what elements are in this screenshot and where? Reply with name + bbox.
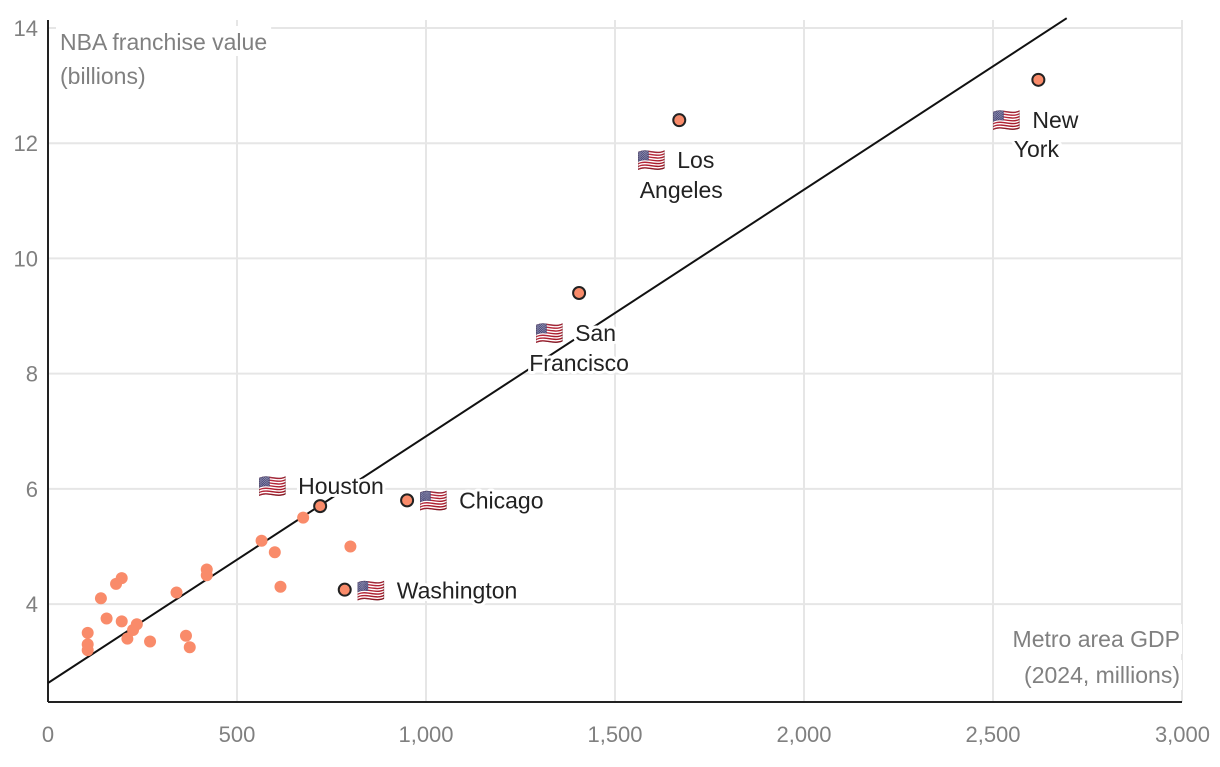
x-axis-title: (2024, millions) [1024,662,1180,688]
tick-labels: 0 500 1,000 1,500 2,000 2,500 3,000 4 6 8 10 12 14 [14,16,1210,747]
city-label-text: Houston [298,473,384,499]
city-label-los-angeles: 🇺🇸 Los Angeles [637,144,726,206]
city-label-washington: 🇺🇸 Washington [357,575,521,607]
highlight-point [572,285,587,300]
us-flag-icon: 🇺🇸 [535,320,564,346]
city-label-text: Los [677,147,714,173]
trend-line [47,17,1068,684]
city-label-text: Angeles [640,177,723,203]
highlight-point [400,493,415,508]
city-label-houston: 🇺🇸 Houston [258,470,387,502]
y-tick-label: 8 [26,362,38,387]
city-label-text: Washington [397,578,518,604]
x-axis-title-bg [1006,624,1182,654]
y-axis-title: NBA franchise value [60,29,267,55]
x-axis-title: Metro area GDP [1013,626,1180,652]
data-point [115,615,128,628]
data-point [115,572,128,585]
data-point [274,580,287,593]
data-point [344,540,357,553]
y-axis-title: (billions) [60,63,146,89]
city-label-text: New [1032,107,1078,133]
x-tick-label: 2,500 [965,722,1020,747]
highlight-point [313,499,328,514]
data-point [200,563,213,576]
y-tick-label: 12 [14,131,38,156]
x-tick-label: 1,000 [398,722,453,747]
x-tick-label: 500 [219,722,256,747]
data-point [255,534,268,547]
axes [47,20,1182,703]
city-label-text: San [575,320,616,346]
data-point [297,511,310,524]
city-label-san-francisco: 🇺🇸 San Francisco [526,317,632,379]
highlight-point [1031,72,1046,87]
city-label-text: Chicago [459,487,543,513]
data-point [130,618,143,631]
x-tick-label: 3,000 [1155,722,1210,747]
y-tick-label: 10 [14,246,38,271]
x-axis-title-bg [1018,660,1182,690]
city-label-text: Francisco [529,350,629,376]
data-point [94,592,107,605]
us-flag-icon: 🇺🇸 [637,147,666,173]
data-point [183,641,196,654]
highlight-point [672,113,687,128]
x-tick-label: 0 [42,722,54,747]
data-point [81,626,94,639]
data-point [121,632,134,645]
highlight-point [337,582,352,597]
data-point [81,644,94,657]
data-points [81,72,1046,657]
city-label-text: York [1014,136,1060,162]
city-label-new-york: 🇺🇸 New York [992,104,1081,165]
city-labels: 🇺🇸 New York 🇺🇸 Los Angeles 🇺🇸 San Francisco 🇺🇸 Hou… [258,104,1082,607]
axis-titles: NBA franchise value (billions) Metro area … [56,26,1182,690]
us-flag-icon: 🇺🇸 [357,578,386,604]
y-axis-title-bg [56,60,150,90]
y-tick-label: 14 [14,16,38,41]
data-point [170,586,183,599]
trend-line-group [47,17,1068,684]
city-label-chicago: 🇺🇸 Chicago [419,484,546,516]
y-axis-title-bg [56,26,272,56]
data-point [100,612,113,625]
us-flag-icon: 🇺🇸 [992,107,1021,133]
us-flag-icon: 🇺🇸 [419,487,448,513]
x-tick-label: 2,000 [776,722,831,747]
y-tick-label: 4 [26,592,38,617]
data-point [179,629,192,642]
data-point [144,635,157,648]
us-flag-icon: 🇺🇸 [258,473,287,499]
x-tick-label: 1,500 [587,722,642,747]
data-point [268,546,281,559]
y-tick-label: 6 [26,477,38,502]
